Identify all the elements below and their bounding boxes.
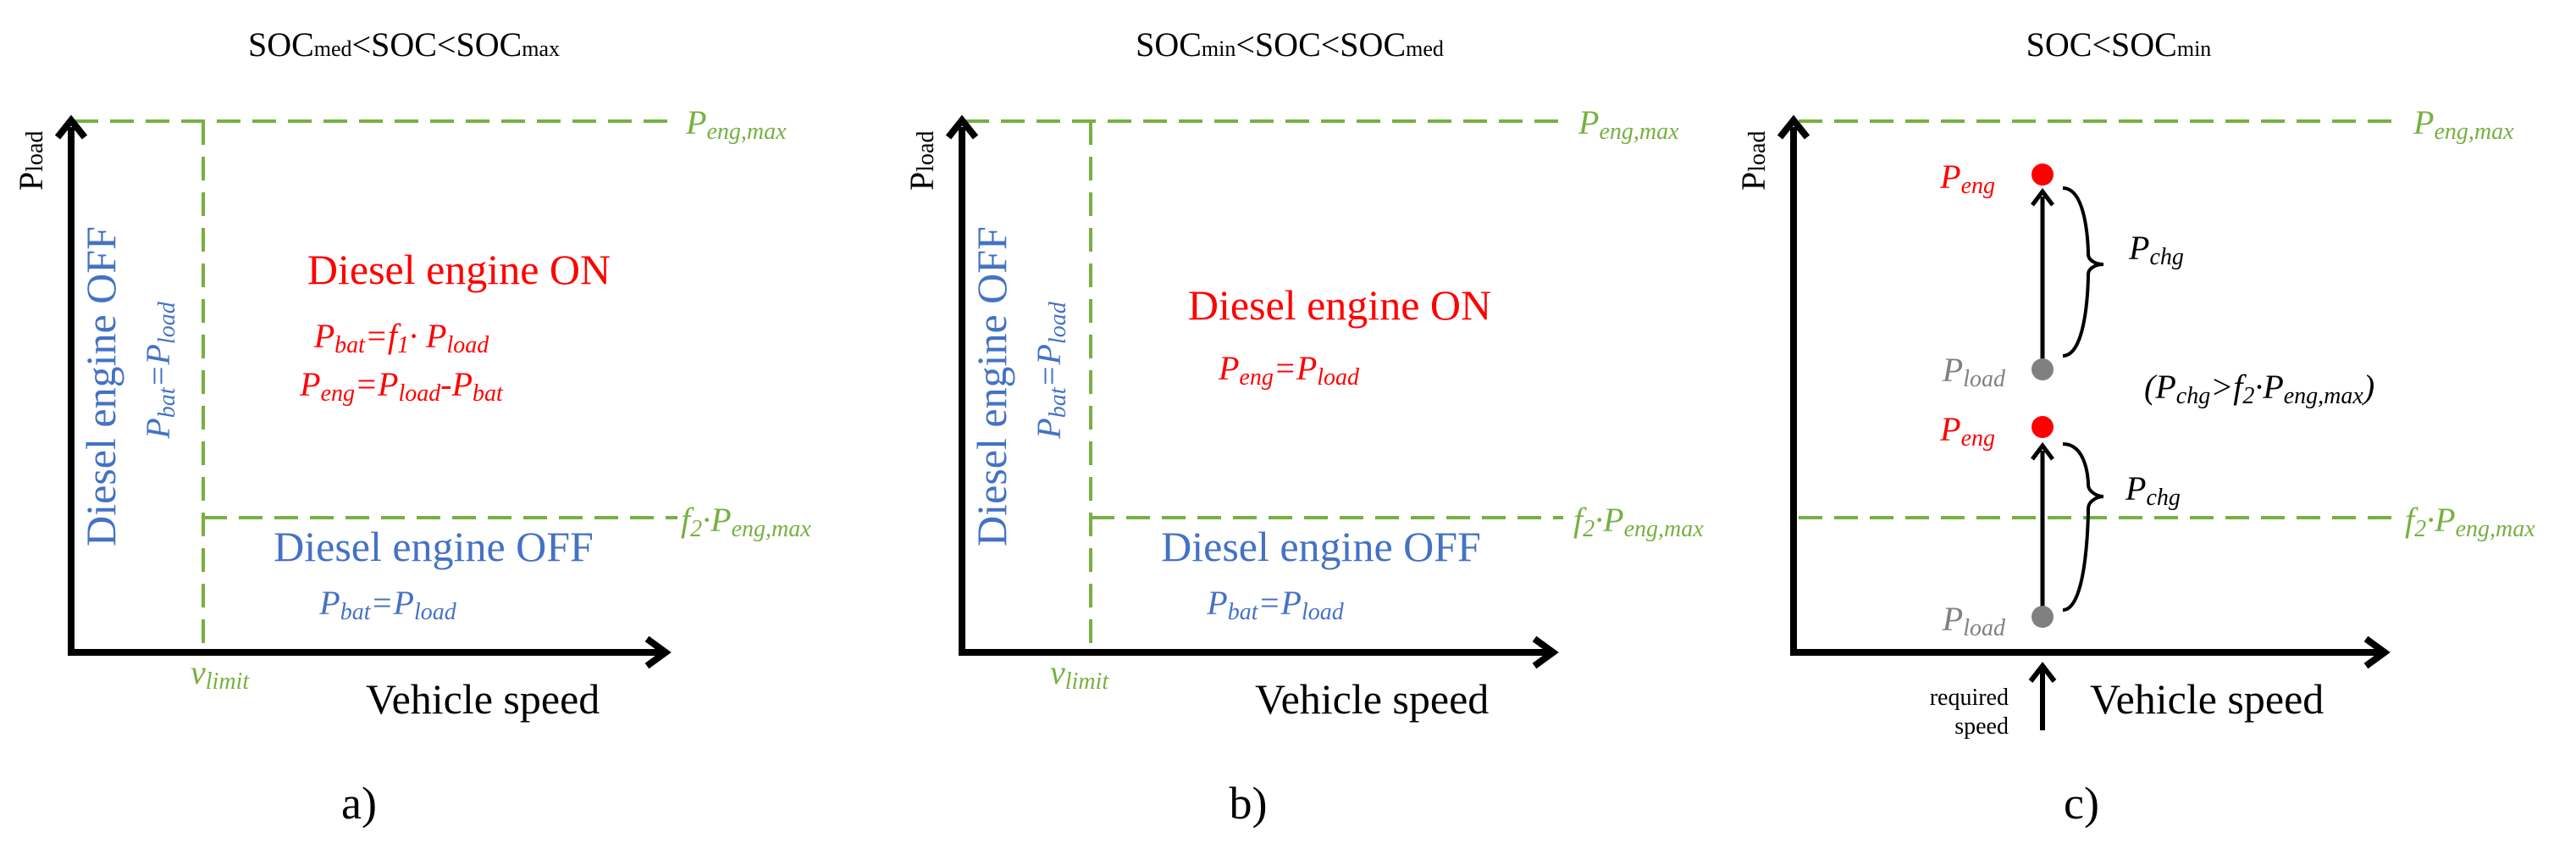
panel-b: SOCmin<SOC<SOCmed Pload Peng,max f2·Peng… bbox=[903, 25, 1704, 829]
x-axis-label: Vehicle speed bbox=[2090, 675, 2324, 723]
panel-b-title: SOCmin<SOC<SOCmed bbox=[1136, 25, 1444, 64]
panel-b-label: b) bbox=[1230, 778, 1268, 829]
y-axis-arrowhead bbox=[54, 114, 88, 140]
charge-condition: (Pchg>f2·Peng,max) bbox=[2144, 368, 2374, 409]
required-speed-arrowhead bbox=[2028, 662, 2057, 683]
left-region-equation: Pbat=Pload bbox=[1030, 301, 1071, 439]
panel-a-label: a) bbox=[341, 778, 377, 829]
y-axis-arrowhead bbox=[1777, 114, 1810, 140]
lower-eng-label: Peng bbox=[1939, 410, 1995, 452]
threshold-label: f2·Peng,max bbox=[2405, 501, 2535, 542]
on-region-equation-1: Pbat=f1· Pload bbox=[313, 317, 490, 358]
off-region-title: Diesel engine OFF bbox=[274, 523, 594, 570]
left-region-title: Diesel engine OFF bbox=[968, 226, 1015, 546]
required-speed-label-2: speed bbox=[1954, 713, 2009, 740]
lower-eng-point bbox=[2032, 416, 2054, 438]
threshold-label: f2·Peng,max bbox=[1573, 501, 1704, 542]
on-region-equation-2: Peng=Pload-Pbat bbox=[299, 365, 504, 407]
upper-charge-arrowhead bbox=[2031, 187, 2054, 207]
x-axis-arrowhead bbox=[1532, 635, 1559, 669]
upper-brace bbox=[2062, 186, 2104, 358]
p-eng-max-label: Peng,max bbox=[685, 103, 787, 145]
left-region-title: Diesel engine OFF bbox=[77, 226, 124, 546]
lower-brace bbox=[2062, 442, 2104, 612]
upper-load-label: Pload bbox=[1942, 351, 2006, 392]
panel-a-title: SOCmed<SOC<SOCmax bbox=[248, 25, 560, 64]
panel-c: SOC<SOCmin Pload Peng,max f2·Peng,max Pe… bbox=[1734, 25, 2535, 829]
panel-c-title: SOC<SOCmin bbox=[2026, 25, 2212, 64]
x-axis-arrowhead bbox=[644, 635, 672, 669]
off-region-equation: Pbat=Pload bbox=[1206, 584, 1344, 625]
x-axis-arrowhead bbox=[2363, 635, 2391, 669]
on-region-title: Diesel engine ON bbox=[1188, 281, 1491, 329]
x-axis-label: Vehicle speed bbox=[366, 675, 600, 723]
y-axis-arrowhead bbox=[945, 114, 979, 140]
p-eng-max-label: Peng,max bbox=[1578, 103, 1679, 145]
on-region-title: Diesel engine ON bbox=[307, 246, 611, 293]
panel-c-label: c) bbox=[2064, 778, 2099, 829]
upper-chg-label: Pchg bbox=[2128, 229, 2184, 270]
threshold-label: f2·Peng,max bbox=[681, 501, 811, 542]
upper-load-point bbox=[2032, 358, 2054, 380]
lower-load-label: Pload bbox=[1942, 600, 2006, 641]
left-region-equation: Pbat=Pload bbox=[139, 301, 180, 439]
required-speed-label-1: required bbox=[1930, 685, 2009, 711]
x-axis-label: Vehicle speed bbox=[1255, 675, 1489, 723]
y-axis-label: Pload bbox=[1734, 131, 1772, 191]
v-limit-label: vlimit bbox=[191, 653, 250, 695]
on-region-equation: Peng=Pload bbox=[1218, 349, 1360, 391]
v-limit-label: vlimit bbox=[1050, 653, 1109, 695]
lower-load-point bbox=[2032, 606, 2054, 628]
off-region-equation: Pbat=Pload bbox=[318, 584, 456, 625]
y-axis-label: Pload bbox=[903, 131, 941, 191]
lower-charge-arrowhead bbox=[2031, 441, 2054, 461]
y-axis-label: Pload bbox=[12, 131, 50, 191]
upper-eng-label: Peng bbox=[1939, 158, 1995, 199]
panel-a: SOCmed<SOC<SOCmax Pload Peng,max f2·Peng… bbox=[12, 25, 811, 829]
lower-chg-label: Pchg bbox=[2125, 469, 2181, 511]
off-region-title: Diesel engine OFF bbox=[1161, 523, 1481, 570]
upper-eng-point bbox=[2032, 164, 2054, 186]
p-eng-max-label: Peng,max bbox=[2413, 103, 2514, 145]
